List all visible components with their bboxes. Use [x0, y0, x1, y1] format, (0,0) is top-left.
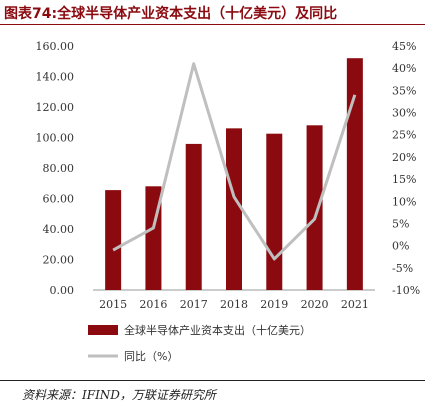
y-left-tick-label: 80.00 — [43, 162, 75, 175]
chart: 0.00 20.00 40.00 60.00 80.00 100.00 120.00 140.… — [36, 40, 421, 363]
y-right-tick-label: -5% — [392, 262, 413, 275]
y-left-tick-label: 140.00 — [36, 71, 75, 84]
chart-title: 图表74:全球半导体产业资本支出（十亿美元）及同比 — [4, 6, 338, 22]
y-right-tick-label: 25% — [392, 129, 416, 142]
y-right-tick-label: -10% — [392, 284, 420, 297]
y-left-tick-label: 160.00 — [36, 40, 75, 53]
y-left-tick-label: 120.00 — [36, 101, 75, 114]
bar-capex — [105, 190, 122, 290]
x-tick-label: 2020 — [301, 298, 329, 311]
legend-swatch-capex — [88, 325, 118, 335]
x-tick-label: 2016 — [139, 298, 167, 311]
y-right-tick-label: 30% — [392, 107, 416, 120]
y-right-tick-label: 0% — [392, 240, 409, 253]
y-left-tick-label: 40.00 — [43, 223, 75, 236]
legend: 全球半导体产业资本支出（十亿美元） 同比（%） — [88, 323, 311, 363]
y-right-tick-label: 20% — [392, 151, 416, 164]
y-right-tick-label: 40% — [392, 62, 416, 75]
footer-divider — [0, 380, 425, 381]
y-right-tick-label: 5% — [392, 217, 409, 230]
source-note: 资料来源：IFIND，万联证券研究所 — [22, 388, 216, 402]
bar-capex — [306, 125, 323, 290]
title-divider — [0, 24, 425, 25]
y-left-tick-label: 0.00 — [50, 284, 75, 297]
x-tick-label: 2018 — [220, 298, 248, 311]
x-tick-label: 2015 — [99, 298, 127, 311]
legend-label-capex: 全球半导体产业资本支出（十亿美元） — [124, 323, 311, 337]
bar-capex — [266, 133, 283, 290]
plot-area: 0.00 20.00 40.00 60.00 80.00 100.00 120.00 140.… — [36, 40, 421, 311]
x-tick-label: 2019 — [260, 298, 288, 311]
bar-capex — [346, 58, 363, 291]
y-left-tick-label: 60.00 — [43, 193, 75, 206]
y-right-tick-label: 10% — [392, 195, 416, 208]
bar-capex — [226, 128, 242, 290]
x-tick-label: 2017 — [180, 298, 208, 311]
legend-label-yoy: 同比（%） — [124, 350, 178, 363]
y-right-tick-label: 35% — [392, 84, 416, 97]
bar-capex — [185, 143, 202, 290]
y-left-tick-label: 100.00 — [36, 132, 75, 145]
y-right-tick-label: 45% — [392, 40, 416, 53]
y-right-tick-label: 15% — [392, 173, 416, 186]
x-tick-label: 2021 — [341, 298, 369, 311]
y-left-tick-label: 20.00 — [43, 254, 75, 267]
